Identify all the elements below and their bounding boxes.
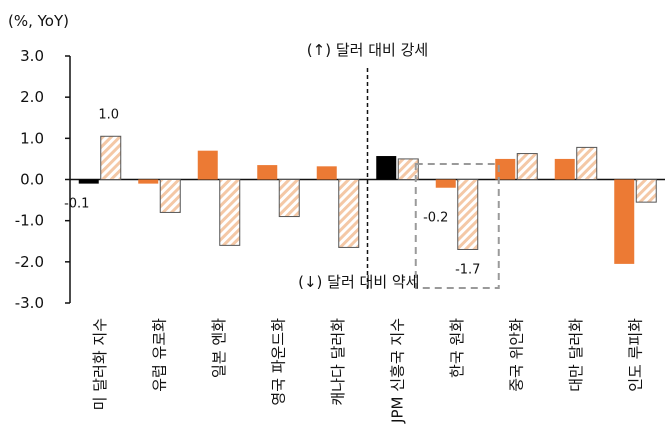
y-axis: 3.0 2.0 1.0 0.0 -1.0 -2.0 -3.0 bbox=[15, 47, 665, 312]
category-label: 영국 파운드화 bbox=[269, 318, 287, 406]
bar-hatched-5 bbox=[397, 158, 419, 181]
bar-solid-2 bbox=[197, 150, 218, 180]
bar-solid-3 bbox=[257, 165, 278, 180]
data-label: -1.7 bbox=[455, 262, 480, 277]
y-tick-label: -1.0 bbox=[15, 212, 44, 230]
bar-hatched-7 bbox=[516, 153, 538, 181]
bar-hatched-4 bbox=[338, 179, 360, 248]
bar-solid-4 bbox=[316, 166, 337, 180]
y-tick-label: 2.0 bbox=[20, 88, 44, 106]
bar-solid-9 bbox=[614, 179, 635, 264]
unit-label: (%, YoY) bbox=[8, 12, 69, 30]
category-label: 캐나다 달러화 bbox=[329, 318, 347, 406]
bar-solid-7 bbox=[495, 158, 516, 180]
bar-hatched-0 bbox=[100, 135, 122, 180]
bar-hatched-1 bbox=[159, 179, 181, 213]
bar-hatched-9 bbox=[635, 179, 657, 203]
bar-solid-8 bbox=[554, 158, 575, 180]
data-label: -0.2 bbox=[423, 211, 448, 226]
category-label: 중국 위안화 bbox=[507, 318, 525, 392]
category-label: 일본 엔화 bbox=[210, 318, 228, 378]
bar-hatched-6 bbox=[457, 179, 479, 250]
bars bbox=[78, 135, 657, 264]
category-label: 대만 달러화 bbox=[567, 318, 585, 392]
y-tick-label: 1.0 bbox=[20, 129, 44, 147]
y-tick-label: -2.0 bbox=[15, 253, 44, 271]
category-labels: 미 달러화 지수 유럽 유로화 일본 엔화 영국 파운드화 캐나다 달러화 JPM 신흥국… bbox=[91, 318, 645, 424]
category-label: 유럽 유로화 bbox=[150, 318, 168, 392]
category-label: 인도 루피화 bbox=[626, 318, 644, 392]
krw-highlight-box bbox=[414, 163, 500, 289]
data-label: 1.0 bbox=[98, 107, 119, 122]
bar-hatched-2 bbox=[219, 179, 241, 246]
category-label: 한국 원화 bbox=[448, 318, 466, 378]
data-label: -0.1 bbox=[64, 197, 89, 212]
y-tick-label: -3.0 bbox=[15, 294, 44, 312]
bar-solid-6 bbox=[435, 179, 456, 188]
y-tick-label: 3.0 bbox=[20, 47, 44, 65]
category-label: 미 달러화 지수 bbox=[91, 318, 109, 410]
data-labels: -0.1 1.0 -0.2 -1.7 bbox=[64, 107, 480, 277]
category-label: JPM 신흥국 지수 bbox=[388, 318, 406, 424]
bar-solid-5 bbox=[376, 156, 397, 180]
annotation-dollar-weak: (↓) 달러 대비 약세 bbox=[298, 273, 419, 291]
bar-solid-0 bbox=[78, 179, 99, 184]
annotation-dollar-strong: (↑) 달러 대비 강세 bbox=[307, 41, 428, 59]
bar-solid-1 bbox=[138, 179, 159, 184]
bar-hatched-3 bbox=[278, 179, 300, 218]
y-tick-label: 0.0 bbox=[20, 171, 44, 189]
bar-hatched-8 bbox=[576, 146, 598, 180]
